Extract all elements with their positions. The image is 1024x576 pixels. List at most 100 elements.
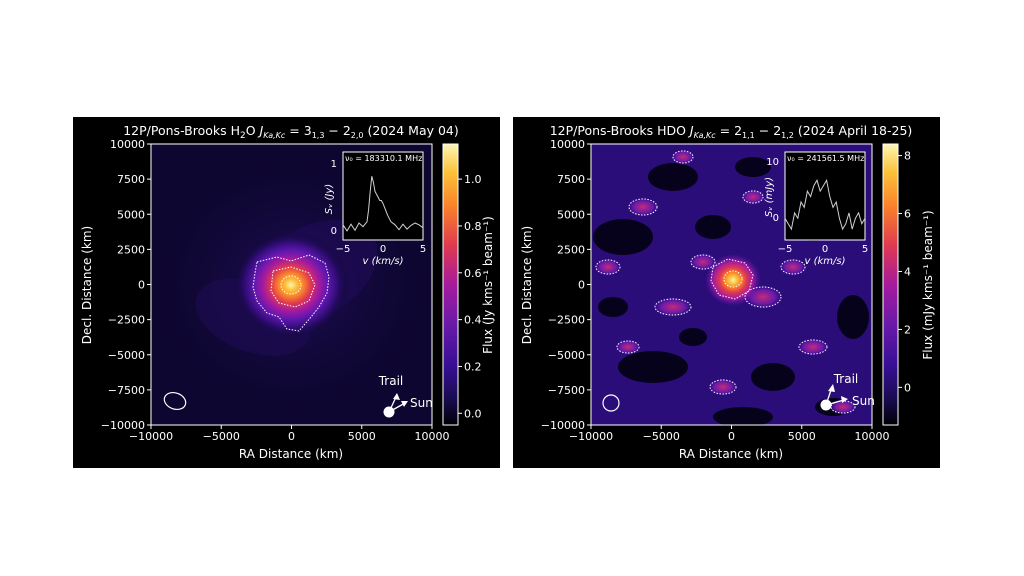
h2o-inset-ylabel: Sᵥ (Jy) (324, 184, 335, 214)
h2o-colorbar-ticks: 1.0 0.8 0.6 0.4 0.2 0.0 (458, 173, 482, 420)
colorbar-tick-label: 2 (904, 323, 911, 336)
y-tick-label: −5000 (108, 349, 145, 362)
hdo-panel: 12P/Pons-Brooks HDO JKa,Kc = 21,1 − 21,2… (513, 117, 940, 468)
h2o-inset-xtick: 0 (380, 244, 386, 255)
hdo-noise-contour (672, 150, 694, 164)
x-tick-label: 0 (288, 430, 295, 443)
hdo-noise-contour (742, 190, 764, 204)
hdo-colorbar-ticks: 8 6 4 2 0 (898, 150, 911, 394)
h2o-inset-ytick: 0 (331, 226, 337, 237)
colorbar-tick-label: 0 (904, 381, 911, 394)
hdo-inset-xtick: 0 (822, 244, 828, 255)
hdo-inset-ytick: 0 (773, 213, 779, 224)
hdo-axis-ticks: −10000 −5000 0 5000 10000 10000 7500 5000 2500 0 −… (541, 138, 890, 443)
x-tick-label: −10000 (569, 430, 613, 443)
x-tick-label: 5000 (788, 430, 816, 443)
h2o-inset-freq: ν₀ = 183310.1 MHz (345, 154, 422, 163)
hdo-colorbar-label: Flux (mJy kms⁻¹ beam⁻¹) (921, 210, 935, 359)
h2o-panel: 12P/Pons-Brooks H2O JKa,Kc = 31,3 − 22,0… (73, 117, 500, 468)
x-tick-label: 0 (728, 430, 735, 443)
y-tick-label: 0 (578, 279, 585, 292)
hdo-xlabel: RA Distance (km) (679, 447, 783, 461)
hdo-inset-ytick: 10 (766, 157, 779, 168)
h2o-inset-xtick: −5 (336, 244, 351, 255)
y-tick-label: 10000 (550, 138, 585, 151)
hdo-figure: 12P/Pons-Brooks HDO JKa,Kc = 21,1 − 21,2… (520, 123, 935, 461)
x-tick-label: −5000 (203, 430, 240, 443)
h2o-inset-frame (342, 151, 424, 241)
hdo-noise-contour (780, 259, 806, 275)
colorbar-tick-label: 0.0 (464, 407, 482, 420)
hdo-inset-freq: ν₀ = 241561.5 MHz (787, 154, 864, 163)
h2o-inset-ytick: 1 (331, 159, 337, 170)
hdo-trail-label: Trail (833, 372, 859, 386)
hdo-noise-contour (654, 298, 692, 316)
colorbar-tick-label: 0.6 (464, 267, 482, 280)
x-tick-label: 5000 (348, 430, 376, 443)
y-tick-label: −7500 (548, 384, 585, 397)
h2o-xlabel: RA Distance (km) (239, 447, 343, 461)
y-tick-label: −2500 (108, 314, 145, 327)
y-tick-label: −10000 (541, 419, 585, 432)
h2o-title: 12P/Pons-Brooks H2O JKa,Kc = 31,3 − 22,0… (123, 123, 459, 141)
y-tick-label: 5000 (557, 208, 585, 221)
h2o-colorbar (442, 143, 459, 426)
hdo-noise-contour (690, 254, 716, 270)
y-tick-label: −7500 (108, 384, 145, 397)
hdo-sun-label: Sun (852, 394, 875, 408)
h2o-axis-ticks: −10000 −5000 0 5000 10000 10000 7500 5000 2500 0 −… (101, 138, 450, 443)
y-tick-label: 10000 (110, 138, 145, 151)
colorbar-tick-label: 6 (904, 208, 911, 221)
hdo-ylabel: Decl. Distance (km) (520, 226, 534, 344)
y-tick-label: 7500 (117, 173, 145, 186)
x-tick-label: −5000 (643, 430, 680, 443)
h2o-inset: ν₀ = 183310.1 MHz 1 0 −5 0 5 v (km/s) Sᵥ… (324, 151, 426, 267)
y-tick-label: −5000 (548, 349, 585, 362)
hdo-noise-contour (798, 339, 828, 355)
h2o-colorbar-label: Flux (Jy kms⁻¹ beam⁻¹) (481, 216, 495, 354)
h2o-trail-label: Trail (378, 374, 404, 388)
y-tick-label: 5000 (117, 208, 145, 221)
y-tick-label: −10000 (101, 419, 145, 432)
h2o-inner-contour (270, 266, 316, 308)
hdo-core-contour (723, 270, 743, 288)
hdo-inset-xtick: 5 (862, 244, 868, 255)
hdo-inset-xlabel: v (km/s) (804, 256, 845, 267)
hdo-beam-ellipse (602, 394, 620, 412)
h2o-inset-xtick: 5 (420, 244, 426, 255)
hdo-direction-indicator: Trail Sun (820, 372, 875, 411)
hdo-noise-contour (595, 259, 621, 275)
hdo-noise-contour (744, 286, 782, 308)
x-tick-label: 10000 (415, 430, 450, 443)
y-tick-label: 0 (138, 279, 145, 292)
hdo-noise-contour (616, 340, 640, 354)
colorbar-tick-label: 1.0 (464, 173, 482, 186)
y-tick-label: 7500 (557, 173, 585, 186)
y-tick-label: 2500 (117, 243, 145, 256)
hdo-inset-ylabel: Sᵥ (mJy) (764, 177, 775, 217)
hdo-title: 12P/Pons-Brooks HDO JKa,Kc = 21,1 − 21,2… (550, 123, 913, 140)
hdo-noise-contour (628, 198, 658, 216)
hdo-inset-xtick: −5 (778, 244, 793, 255)
h2o-direction-indicator: Trail Sun (378, 374, 433, 418)
hdo-inset: ν₀ = 241561.5 MHz 10 0 −5 0 5 v (km/s) S… (764, 151, 868, 267)
y-tick-label: 2500 (557, 243, 585, 256)
h2o-inset-xlabel: v (km/s) (362, 256, 403, 267)
h2o-beam-ellipse (163, 391, 187, 411)
h2o-core-contour (280, 275, 302, 295)
h2o-sun-label: Sun (410, 396, 433, 410)
colorbar-tick-label: 0.4 (464, 314, 482, 327)
hdo-colorbar (882, 143, 899, 426)
x-tick-label: 10000 (855, 430, 890, 443)
hdo-noise-contour (709, 379, 737, 395)
h2o-figure: 12P/Pons-Brooks H2O JKa,Kc = 31,3 − 22,0… (80, 123, 495, 461)
x-tick-label: −10000 (129, 430, 173, 443)
colorbar-tick-label: 4 (904, 265, 911, 278)
h2o-ylabel: Decl. Distance (km) (80, 226, 94, 344)
y-tick-label: −2500 (548, 314, 585, 327)
colorbar-tick-label: 0.8 (464, 220, 482, 233)
colorbar-tick-label: 8 (904, 150, 911, 163)
h2o-inset-spectrum (342, 176, 424, 232)
colorbar-tick-label: 0.2 (464, 360, 482, 373)
hdo-central-contour (710, 258, 754, 300)
